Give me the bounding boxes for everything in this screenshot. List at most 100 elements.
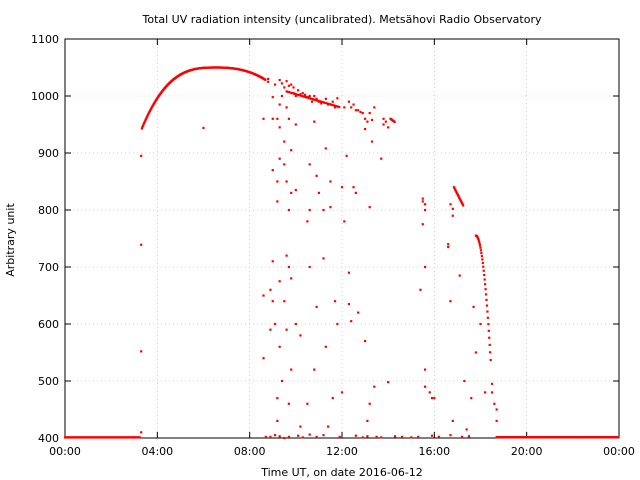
data-point [317, 191, 321, 194]
x-tick-label: 20:00 [511, 445, 543, 458]
data-point [338, 105, 341, 109]
x-tick-label: 16:00 [418, 445, 450, 458]
data-point [387, 126, 390, 129]
data-point [424, 203, 427, 206]
data-point [267, 80, 270, 83]
data-point [340, 391, 344, 394]
data-point [315, 99, 319, 102]
data-point [286, 90, 290, 93]
data-point [294, 94, 297, 98]
data-point [335, 105, 338, 108]
data-point [366, 435, 369, 438]
data-point [354, 109, 357, 112]
data-point [287, 435, 291, 438]
data-point [479, 249, 483, 252]
data-point [280, 94, 284, 98]
data-point [366, 120, 369, 123]
data-point [368, 206, 371, 209]
data-point [370, 140, 374, 143]
data-point [336, 97, 339, 100]
data-point [477, 237, 480, 240]
data-point [310, 100, 314, 103]
data-point [314, 98, 317, 102]
data-point [482, 265, 485, 268]
data-point [481, 258, 484, 261]
data-point [311, 98, 315, 101]
data-point [320, 100, 323, 103]
data-point [452, 186, 456, 189]
data-point [343, 106, 346, 109]
data-point [437, 435, 441, 438]
data-point [285, 254, 288, 257]
data-point [269, 288, 272, 291]
data-point [145, 116, 148, 120]
data-point [285, 80, 288, 83]
data-point [387, 381, 390, 384]
data-point [333, 106, 337, 109]
data-point [384, 120, 387, 123]
data-point [296, 93, 299, 96]
data-point [287, 402, 291, 405]
data-point [424, 208, 427, 212]
data-point [460, 200, 463, 204]
data-point [317, 100, 321, 103]
data-point [467, 435, 471, 438]
data-point [454, 189, 457, 192]
data-point [479, 322, 482, 326]
data-point [380, 157, 383, 160]
data-point [393, 435, 397, 438]
data-point [490, 382, 494, 385]
data-point [324, 97, 327, 100]
data-point [382, 117, 385, 120]
data-point [331, 103, 334, 107]
data-point [285, 90, 288, 93]
data-point [271, 117, 274, 120]
data-point [300, 94, 303, 98]
data-point [495, 419, 498, 422]
y-tick-label: 1100 [31, 33, 59, 46]
data-point [148, 110, 151, 114]
plot-frame [64, 38, 620, 439]
data-point [307, 96, 310, 100]
data-point [264, 435, 267, 438]
data-point [278, 345, 281, 348]
y-axis-label: Arbitrary unit [4, 203, 17, 277]
data-point [459, 199, 462, 202]
data-point [283, 163, 286, 166]
data-point [292, 92, 295, 95]
data-point [278, 126, 281, 129]
data-point [350, 320, 353, 323]
data-point [484, 283, 487, 286]
data-point [347, 302, 351, 306]
data-point [400, 435, 404, 438]
data-point [297, 94, 301, 97]
y-tick-label: 1000 [31, 90, 59, 103]
data-point [308, 433, 311, 436]
data-point [290, 83, 293, 86]
data-point [486, 310, 489, 313]
data-point [313, 94, 316, 98]
data-point [451, 207, 454, 210]
data-point [455, 190, 458, 193]
data-point [483, 273, 486, 277]
data-point [459, 198, 462, 201]
data-point [140, 243, 143, 246]
data-point [276, 117, 279, 120]
data-point [483, 278, 486, 281]
data-point [456, 194, 460, 197]
data-point [373, 106, 376, 109]
data-point [271, 300, 274, 303]
data-point [363, 127, 367, 131]
data-point [382, 123, 385, 126]
x-tick-label: 04:00 [141, 445, 173, 458]
data-point [146, 114, 149, 117]
data-point [486, 316, 489, 319]
data-point [421, 223, 424, 226]
data-point [287, 117, 291, 120]
data-points [63, 66, 620, 440]
data-point [324, 147, 327, 150]
data-point [451, 214, 454, 217]
data-point [380, 436, 383, 439]
data-point [375, 435, 378, 438]
